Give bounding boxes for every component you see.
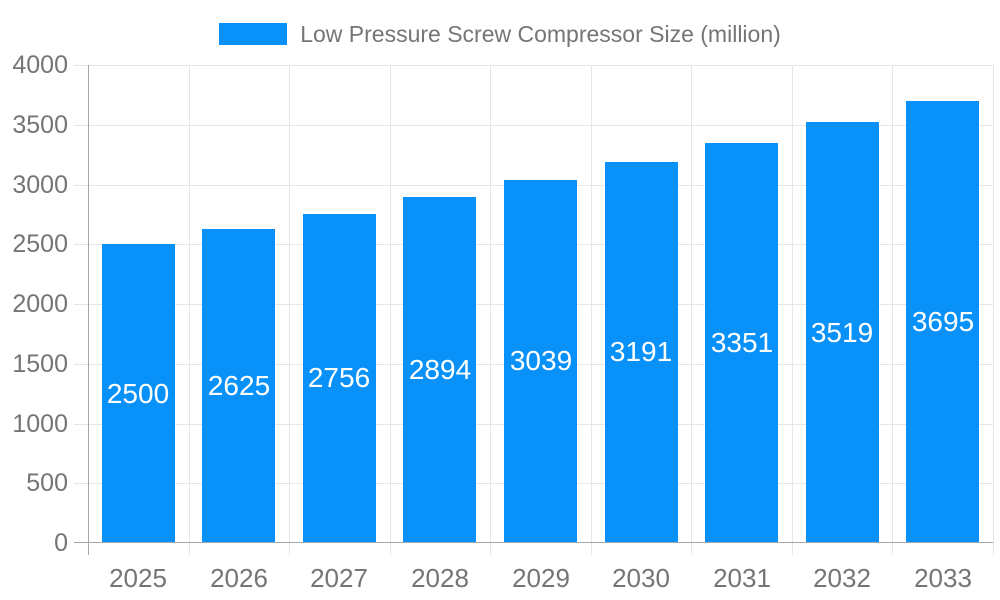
gridline-v-1 [189, 65, 190, 555]
bar-value-label-2028: 2894 [408, 354, 472, 385]
x-tick-label-2025: 2025 [109, 563, 167, 593]
legend-swatch [219, 23, 288, 45]
bar-2029 [504, 180, 577, 543]
bar-value-label-2032: 3519 [810, 317, 874, 348]
bar-value-label-2027: 2756 [307, 362, 371, 393]
y-tick-label-3000: 3000 [12, 171, 68, 199]
bar-2030 [605, 162, 678, 543]
gridline-v-3 [390, 65, 391, 555]
x-tick-label-2026: 2026 [210, 563, 268, 593]
x-tick-label-2028: 2028 [411, 563, 469, 593]
bar-2028 [403, 197, 476, 543]
y-tick-label-1500: 1500 [12, 350, 68, 378]
x-tick-label-2031: 2031 [713, 563, 771, 593]
bar-2033 [906, 101, 979, 543]
gridline-h-4000 [74, 65, 993, 66]
y-tick-label-1000: 1000 [12, 410, 68, 438]
bar-2026 [202, 229, 275, 543]
bar-value-label-2025: 2500 [106, 378, 170, 409]
gridline-v-6 [691, 65, 692, 555]
bar-value-label-2031: 3351 [710, 327, 774, 358]
plot-area: 0 500 1000 1500 2000 2500 3000 3500 4000 2500 2025… [12, 51, 994, 593]
y-tick-label-500: 500 [26, 469, 68, 497]
gridline-v-7 [792, 65, 793, 555]
bar-2032 [806, 122, 879, 543]
gridline-v-9 [993, 65, 994, 555]
bar-value-label-2026: 2625 [207, 370, 271, 401]
x-tick-label-2032: 2032 [813, 563, 871, 593]
x-tick-label-2030: 2030 [612, 563, 670, 593]
bar-value-label-2029: 3039 [509, 345, 573, 376]
x-tick-label-2027: 2027 [310, 563, 368, 593]
x-tick-label-2033: 2033 [914, 563, 972, 593]
y-axis-line [88, 65, 89, 555]
y-tick-label-0: 0 [54, 529, 68, 557]
bar-2025 [102, 244, 175, 543]
gridline-v-8 [892, 65, 893, 555]
gridline-v-5 [591, 65, 592, 555]
y-tick-label-4000: 4000 [12, 51, 68, 79]
bar-2031 [705, 143, 778, 543]
legend-label: Low Pressure Screw Compressor Size (mill… [300, 20, 781, 47]
bar-2027 [303, 214, 376, 543]
bar-value-label-2033: 3695 [911, 306, 975, 337]
y-tick-label-2000: 2000 [12, 290, 68, 318]
legend: Low Pressure Screw Compressor Size (mill… [0, 21, 1000, 47]
x-tick-label-2029: 2029 [512, 563, 570, 593]
y-tick-label-2500: 2500 [12, 230, 68, 258]
bar-value-label-2030: 3191 [609, 336, 673, 367]
gridline-v-2 [289, 65, 290, 555]
y-tick-label-3500: 3500 [12, 111, 68, 139]
gridline-v-4 [490, 65, 491, 555]
